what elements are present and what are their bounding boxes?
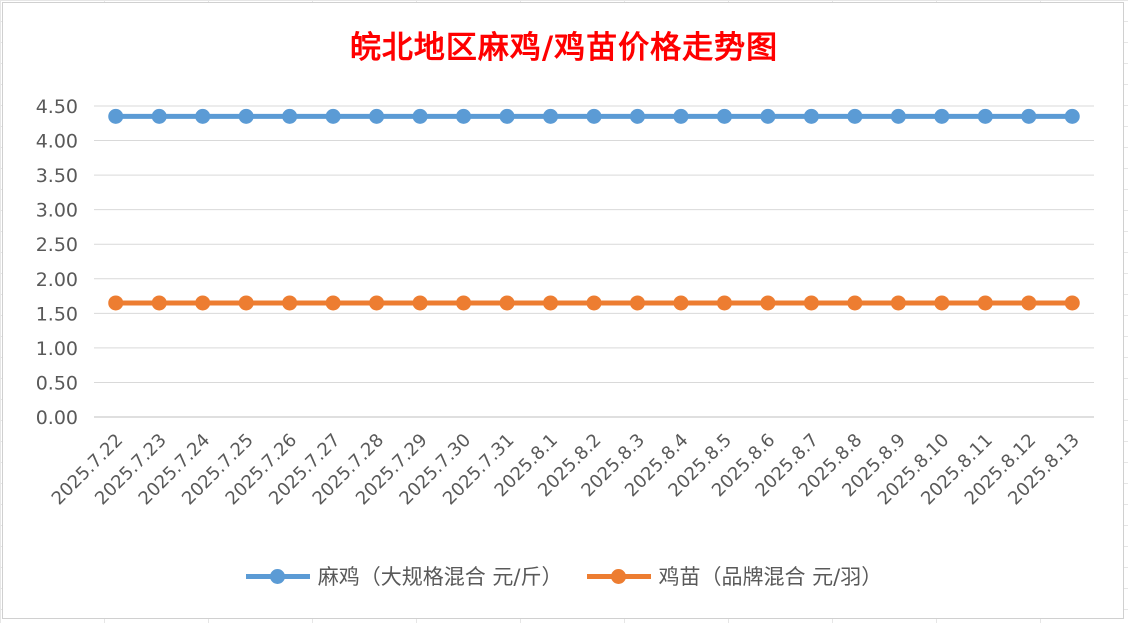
data-point-s1-19[interactable]	[934, 295, 950, 311]
data-point-s1-14[interactable]	[716, 295, 732, 311]
legend-label-series-0: 麻鸡（大规格混合 元/斤）	[317, 565, 563, 589]
data-point-s0-21[interactable]	[1021, 108, 1037, 124]
data-point-s1-17[interactable]	[847, 295, 863, 311]
y-tick-label-7: 3.50	[36, 165, 78, 187]
data-point-s1-16[interactable]	[803, 295, 819, 311]
data-point-s0-1[interactable]	[151, 108, 167, 124]
data-point-s0-10[interactable]	[543, 108, 559, 124]
data-point-s0-11[interactable]	[586, 108, 602, 124]
data-point-s1-18[interactable]	[890, 295, 906, 311]
data-point-s1-2[interactable]	[195, 295, 211, 311]
data-point-s0-9[interactable]	[499, 108, 515, 124]
legend-swatch-series-0	[245, 561, 310, 591]
data-point-s1-22[interactable]	[1064, 295, 1080, 311]
data-point-s1-8[interactable]	[456, 295, 472, 311]
legend-swatch-series-1	[586, 561, 651, 591]
series-lines	[108, 108, 1080, 311]
data-point-s0-16[interactable]	[803, 108, 819, 124]
y-tick-label-1: 0.50	[36, 372, 78, 394]
x-axis-tick-labels: 2025.7.222025.7.232025.7.242025.7.252025…	[48, 430, 1084, 510]
data-point-s0-0[interactable]	[108, 108, 124, 124]
y-tick-label-6: 3.00	[36, 200, 78, 222]
data-point-s1-6[interactable]	[369, 295, 385, 311]
data-point-s1-0[interactable]	[108, 295, 124, 311]
chart-title: 皖北地区麻鸡/鸡苗价格走势图	[349, 30, 779, 66]
y-tick-label-3: 1.50	[36, 303, 78, 325]
legend-item-series-1[interactable]: 鸡苗（品牌混合 元/羽）	[586, 561, 883, 591]
data-point-s1-12[interactable]	[629, 295, 645, 311]
y-axis-tick-labels: 0.00 0.50 1.00 1.50 2.00 2.50 3.00 3.50 4.00 4.50	[36, 96, 78, 429]
data-point-s1-4[interactable]	[282, 295, 298, 311]
data-point-s0-3[interactable]	[238, 108, 254, 124]
data-point-s0-22[interactable]	[1064, 108, 1080, 124]
data-point-s0-13[interactable]	[673, 108, 689, 124]
data-point-s1-5[interactable]	[325, 295, 341, 311]
data-point-s0-4[interactable]	[282, 108, 298, 124]
legend-label-series-1: 鸡苗（品牌混合 元/羽）	[658, 565, 883, 589]
data-point-s0-14[interactable]	[716, 108, 732, 124]
data-point-s0-8[interactable]	[456, 108, 472, 124]
data-point-s0-6[interactable]	[369, 108, 385, 124]
data-point-s0-7[interactable]	[412, 108, 428, 124]
data-point-s0-12[interactable]	[629, 108, 645, 124]
data-point-s0-20[interactable]	[977, 108, 993, 124]
data-point-s1-1[interactable]	[151, 295, 167, 311]
data-point-s0-19[interactable]	[934, 108, 950, 124]
data-point-s1-9[interactable]	[499, 295, 515, 311]
data-point-s0-5[interactable]	[325, 108, 341, 124]
gridlines	[94, 105, 1094, 418]
y-tick-label-2: 1.00	[36, 338, 78, 360]
data-point-s1-20[interactable]	[977, 295, 993, 311]
data-point-s1-21[interactable]	[1021, 295, 1037, 311]
y-tick-label-9: 4.50	[36, 96, 78, 118]
data-point-s0-18[interactable]	[890, 108, 906, 124]
data-point-s1-3[interactable]	[238, 295, 254, 311]
data-point-s1-11[interactable]	[586, 295, 602, 311]
legend: 麻鸡（大规格混合 元/斤） 鸡苗（品牌混合 元/羽）	[0, 561, 1128, 591]
y-tick-label-8: 4.00	[36, 131, 78, 153]
data-point-s1-7[interactable]	[412, 295, 428, 311]
y-tick-label-5: 2.50	[36, 234, 78, 256]
legend-item-series-0[interactable]: 麻鸡（大规格混合 元/斤）	[245, 561, 563, 591]
data-point-s0-15[interactable]	[760, 108, 776, 124]
data-point-s1-10[interactable]	[543, 295, 559, 311]
y-tick-label-0: 0.00	[36, 407, 78, 429]
data-point-s1-13[interactable]	[673, 295, 689, 311]
data-point-s0-2[interactable]	[195, 108, 211, 124]
data-point-s0-17[interactable]	[847, 108, 863, 124]
data-point-s1-15[interactable]	[760, 295, 776, 311]
y-tick-label-4: 2.00	[36, 269, 78, 291]
